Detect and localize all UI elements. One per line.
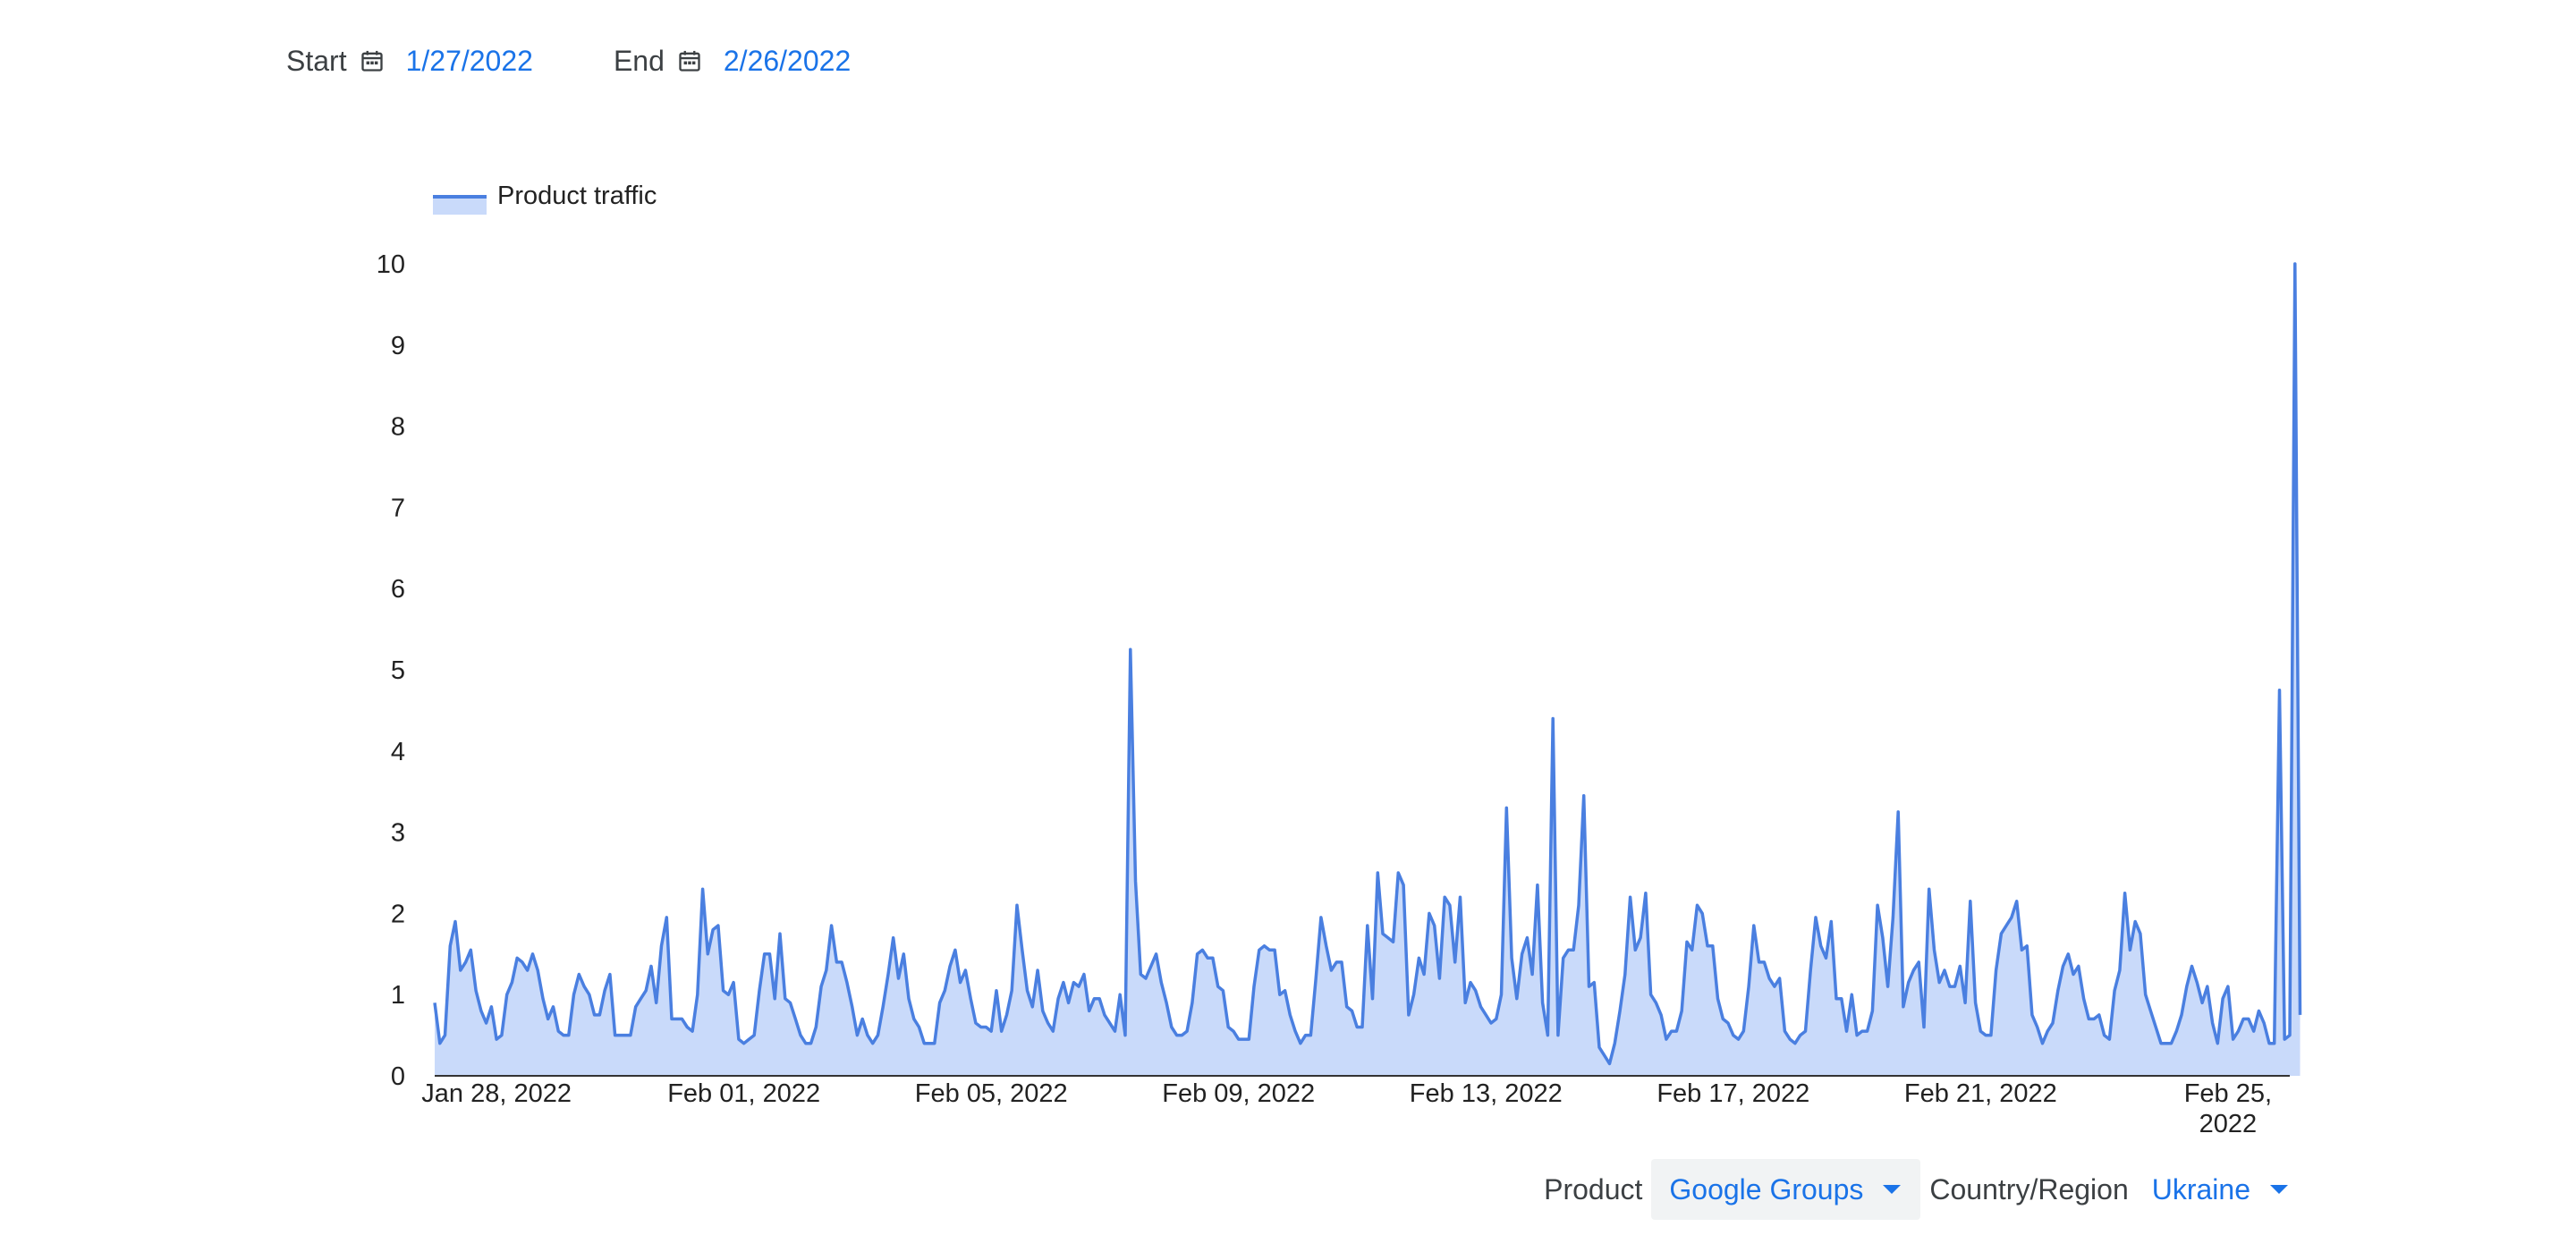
end-date-group[interactable]: End 2/26/2022 [614,45,851,78]
x-tick-label: Feb 17, 2022 [1657,1079,1809,1108]
y-tick-label: 5 [391,656,405,685]
y-tick-label: 2 [391,900,405,928]
x-tick-label: Feb 09, 2022 [1162,1079,1315,1108]
caret-down-icon[interactable] [1883,1185,1902,1194]
y-tick-label: 1 [391,981,405,1010]
country-region-dropdown-value[interactable]: Ukraine [2151,1172,2250,1205]
y-tick-label: 4 [391,738,405,766]
start-date-group[interactable]: Start 1/27/2022 [286,45,533,78]
traffic-chart: Product traffic 0 1 2 3 4 5 6 7 8 9 10 Jan 28, 202… [377,182,2302,1138]
y-tick-label: 8 [391,413,405,442]
date-range-bar: Start 1/27/2022 End [286,36,931,86]
calendar-icon[interactable] [677,48,702,73]
y-tick-label: 7 [391,494,405,522]
end-date-label: End [613,44,665,77]
caret-down-icon[interactable] [2270,1185,2288,1194]
calendar-icon[interactable] [360,48,385,73]
y-tick-label: 0 [391,1062,405,1091]
x-tick-label: Feb 01, 2022 [667,1079,820,1108]
x-tick-label: Feb 05, 2022 [915,1079,1068,1108]
x-axis: Jan 28, 2022 Feb 01, 2022 Feb 05, 2022 Feb … [421,1079,2272,1138]
product-dropdown[interactable]: Google Groups [1651,1159,1921,1220]
traffic-line [433,262,2302,1066]
x-tick-label: Jan 28, 2022 [421,1079,572,1108]
product-label: Product [1544,1172,1643,1205]
chart-legend[interactable]: Product traffic [433,182,657,215]
y-tick-label: 6 [391,575,405,604]
country-region-dropdown[interactable]: Ukraine [2134,1159,2308,1220]
legend-label: Product traffic [497,182,657,210]
end-date-value[interactable]: 2/26/2022 [723,44,852,77]
start-date-value[interactable]: 1/27/2022 [405,44,533,77]
x-tick-label: Feb 13, 2022 [1410,1079,1563,1108]
y-axis: 0 1 2 3 4 5 6 7 8 9 10 [377,250,405,1091]
x-tick-label: Feb 25, 2022 [2184,1079,2272,1138]
product-dropdown-value[interactable]: Google Groups [1669,1172,1864,1205]
y-tick-label: 9 [391,332,405,360]
start-date-label: Start [286,44,347,77]
legend-swatch [433,195,487,215]
y-tick-label: 10 [377,250,405,279]
y-tick-label: 3 [391,819,405,848]
country-region-label: Country/Region [1929,1172,2129,1205]
x-tick-label: Feb 21, 2022 [1904,1079,2057,1108]
filter-bar: Product Google Groups Country/Region Ukr… [1544,1159,2308,1220]
